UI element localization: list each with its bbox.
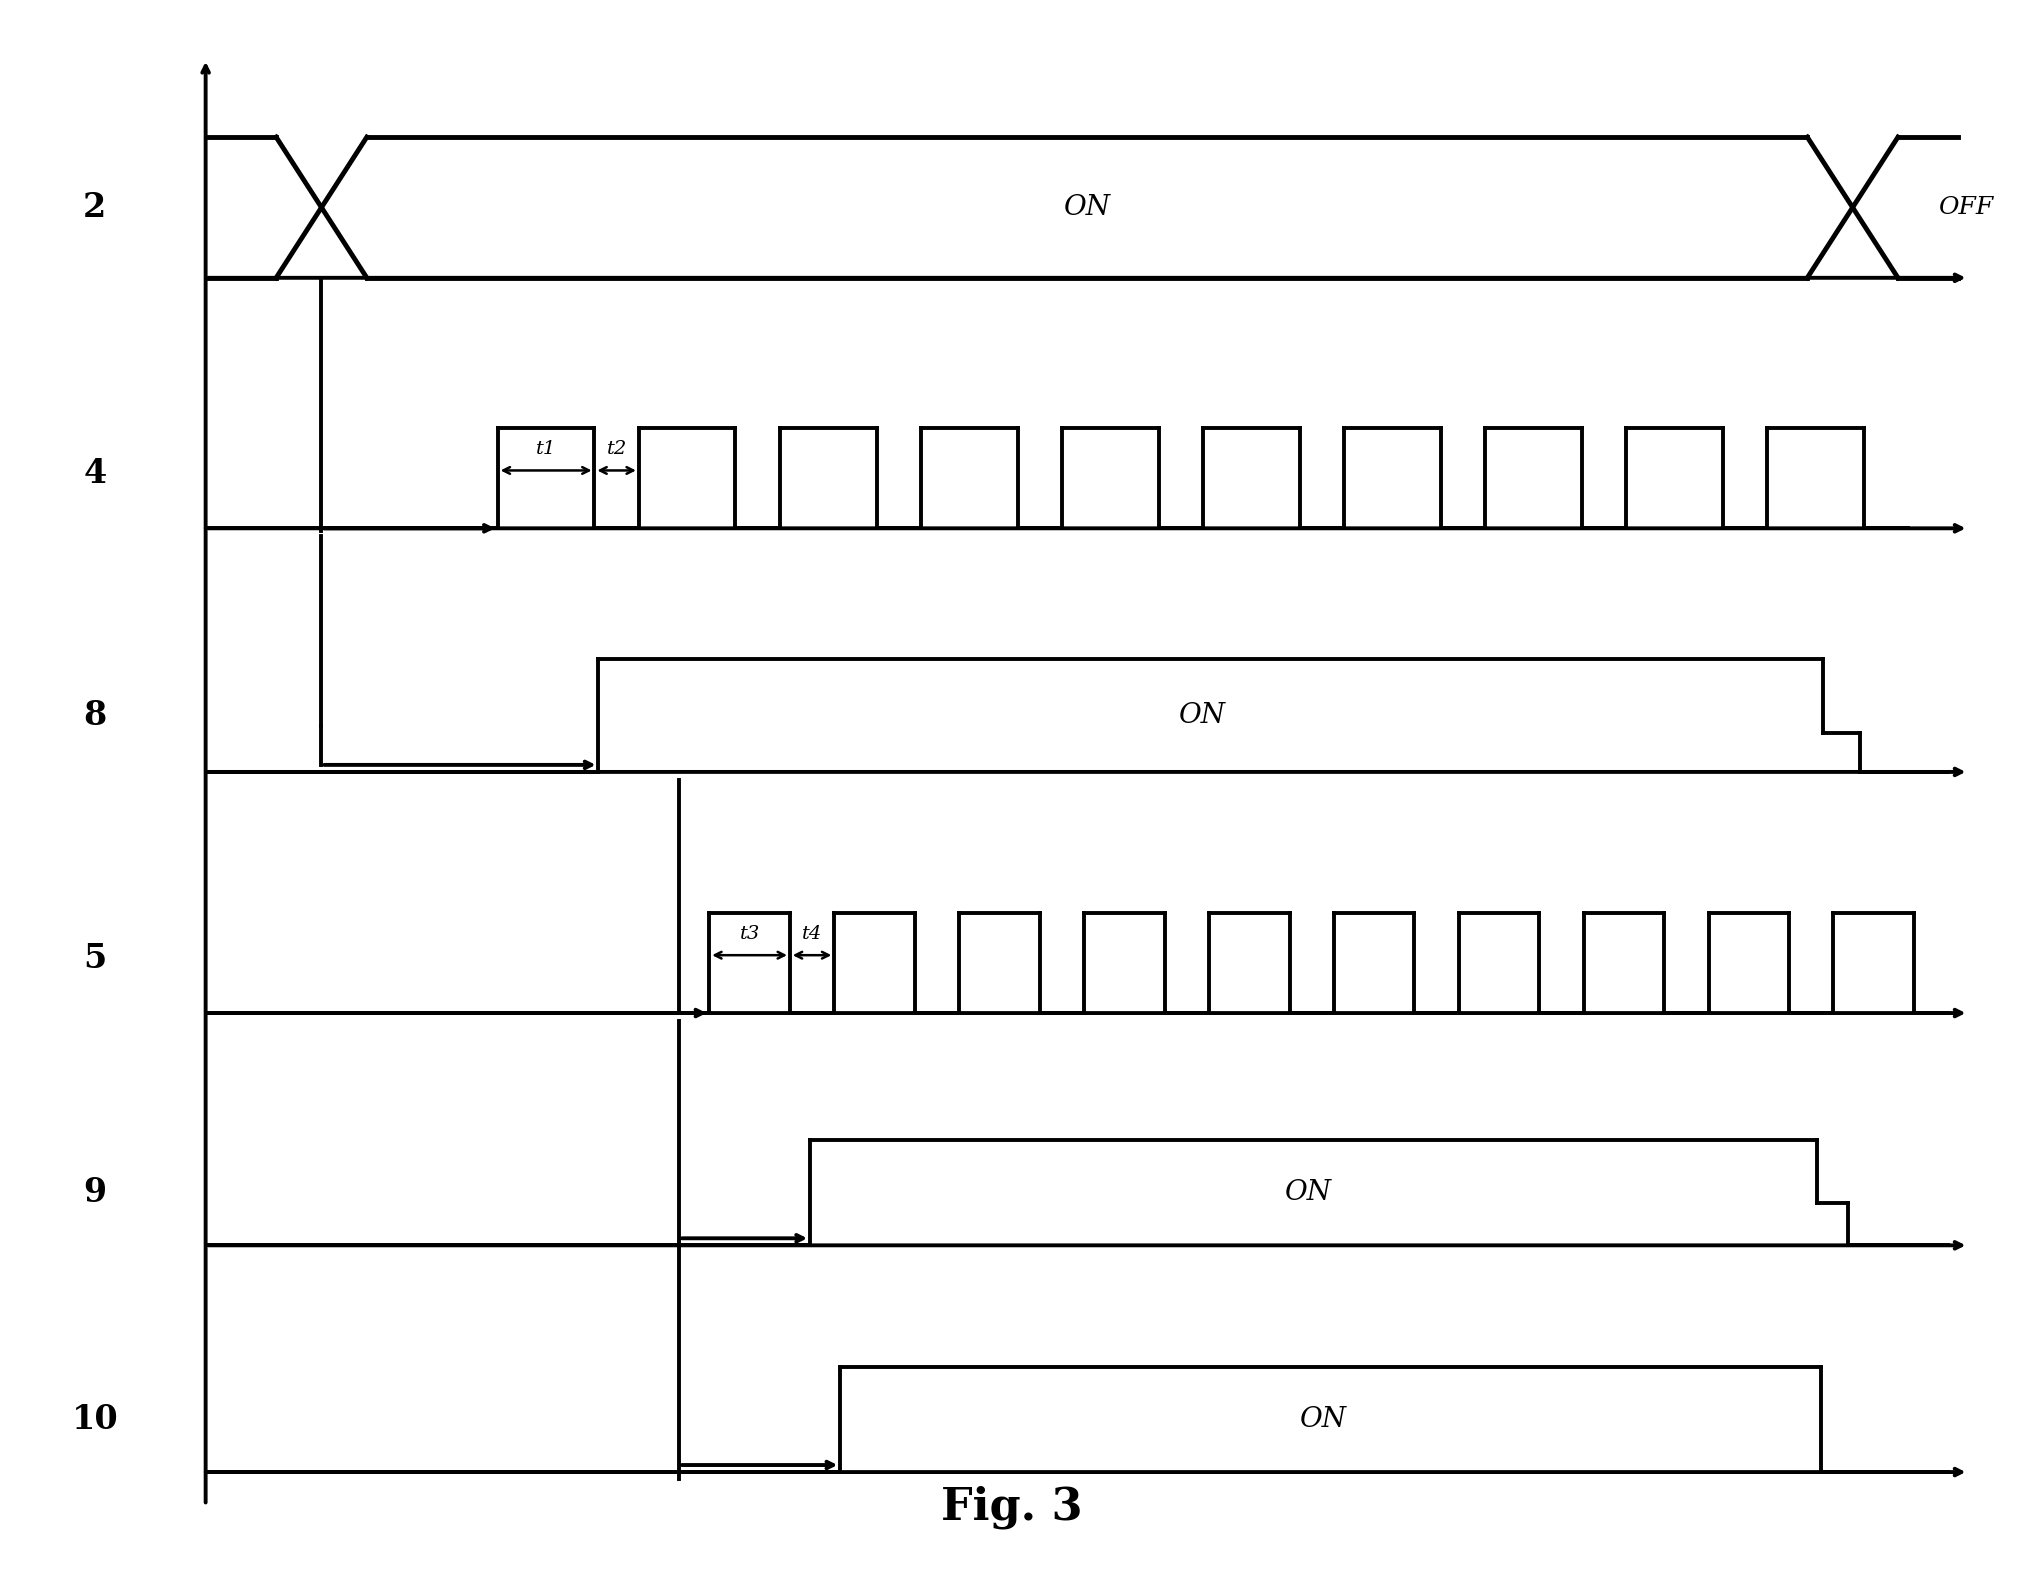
Text: 5: 5 bbox=[83, 942, 107, 975]
Text: ON: ON bbox=[1064, 193, 1111, 222]
Text: 2: 2 bbox=[83, 190, 107, 223]
Text: t2: t2 bbox=[607, 440, 627, 457]
Text: t4: t4 bbox=[801, 924, 821, 943]
Text: t3: t3 bbox=[740, 924, 761, 943]
Text: ON: ON bbox=[1179, 703, 1226, 729]
Text: t1: t1 bbox=[536, 440, 556, 457]
Text: 10: 10 bbox=[71, 1402, 117, 1435]
Text: ON: ON bbox=[1301, 1405, 1347, 1432]
Text: ON: ON bbox=[1285, 1179, 1333, 1206]
Text: 9: 9 bbox=[83, 1176, 107, 1209]
Text: 8: 8 bbox=[83, 700, 107, 733]
Text: Fig. 3: Fig. 3 bbox=[941, 1486, 1082, 1528]
Text: OFF: OFF bbox=[1938, 196, 1993, 219]
Text: 4: 4 bbox=[83, 457, 107, 490]
